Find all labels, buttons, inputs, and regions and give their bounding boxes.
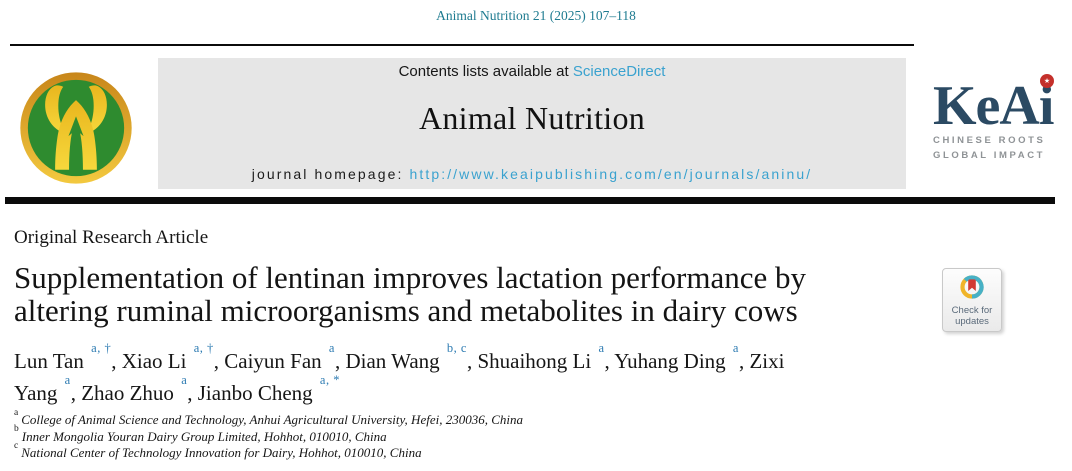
homepage-line: journal homepage: http://www.keaipublish… <box>158 166 906 182</box>
author: Caiyun Fan a <box>224 341 335 373</box>
keai-tagline-2: GLOBAL IMPACT <box>933 150 1046 161</box>
keai-tagline-1: CHINESE ROOTS <box>933 135 1046 146</box>
contents-line: Contents lists available at ScienceDirec… <box>158 63 906 80</box>
affiliation: b Inner Mongolia Youran Dairy Group Limit… <box>14 424 734 446</box>
homepage-link[interactable]: http://www.keaipublishing.com/en/journal… <box>409 166 813 182</box>
top-rule <box>10 44 914 46</box>
author-superscript: a, † <box>193 341 214 355</box>
author: Jianbo Cheng a, * <box>197 373 340 405</box>
keai-logo: KeAi ★ CHINESE ROOTS GLOBAL IMPACT <box>933 74 1063 162</box>
animal-nutrition-logo-icon <box>18 70 134 186</box>
affiliation-superscript: c <box>14 440 19 451</box>
keai-star-icon: ★ <box>1040 74 1054 88</box>
author: Zhao Zhuo a <box>81 373 188 405</box>
sciencedirect-link[interactable]: ScienceDirect <box>572 63 666 80</box>
section-divider <box>5 197 1055 204</box>
keai-wordmark: KeAi <box>933 75 1054 137</box>
affiliation: c National Center of Technology Innovatio… <box>14 441 734 462</box>
author: Xiao Li a, † <box>121 341 214 373</box>
ox-head-emblem <box>20 72 132 184</box>
author-superscript: a <box>328 341 335 355</box>
author-superscript: a, † <box>91 341 112 355</box>
affiliation: a College of Animal Science and Technolog… <box>14 408 734 429</box>
crossmark-label: Check for updates <box>943 305 1001 327</box>
author-list: Lun Tan a, †, Xiao Li a, †, Caiyun Fan a… <box>14 341 785 405</box>
author-superscript: a, * <box>319 373 340 387</box>
author-superscript: a <box>181 373 188 387</box>
author: Dian Wang b, c <box>345 341 467 373</box>
affiliation-superscript: a <box>14 407 19 418</box>
affiliation-list: a College of Animal Science and Technolog… <box>14 408 734 462</box>
affiliation-text: National Center of Technology Innovation… <box>21 445 422 460</box>
affiliation-text: Inner Mongolia Youran Dairy Group Limite… <box>21 428 387 444</box>
journal-banner: Contents lists available at ScienceDirec… <box>158 58 906 189</box>
author-superscript: a <box>732 341 739 355</box>
author: Lun Tan a, † <box>14 341 112 373</box>
affiliation-superscript: b <box>14 424 19 435</box>
crossmark-icon <box>960 275 984 299</box>
affiliation-text: College of Animal Science and Technology… <box>21 412 523 427</box>
author: Yuhang Ding a <box>614 341 739 373</box>
contents-prefix: Contents lists available at <box>398 63 573 80</box>
journal-citation: Animal Nutrition 21 (2025) 107–118 <box>436 8 636 23</box>
author: Shuaihong Li a <box>477 341 605 373</box>
homepage-prefix: journal homepage: <box>251 166 410 182</box>
check-for-updates-badge[interactable]: Check for updates <box>942 268 1002 332</box>
author: Zixi Yang a <box>14 349 785 405</box>
article-title: Supplementation of lentinan improves lac… <box>14 260 806 328</box>
article-type-label: Original Research Article <box>14 227 209 248</box>
crossmark-label-line1: Check for <box>951 305 993 316</box>
author-superscript: b, c <box>446 341 467 355</box>
author-superscript: a <box>598 341 605 355</box>
journal-name: Animal Nutrition <box>418 100 646 136</box>
crossmark-label-line2: updates <box>955 315 989 327</box>
author-superscript: a <box>64 373 71 387</box>
